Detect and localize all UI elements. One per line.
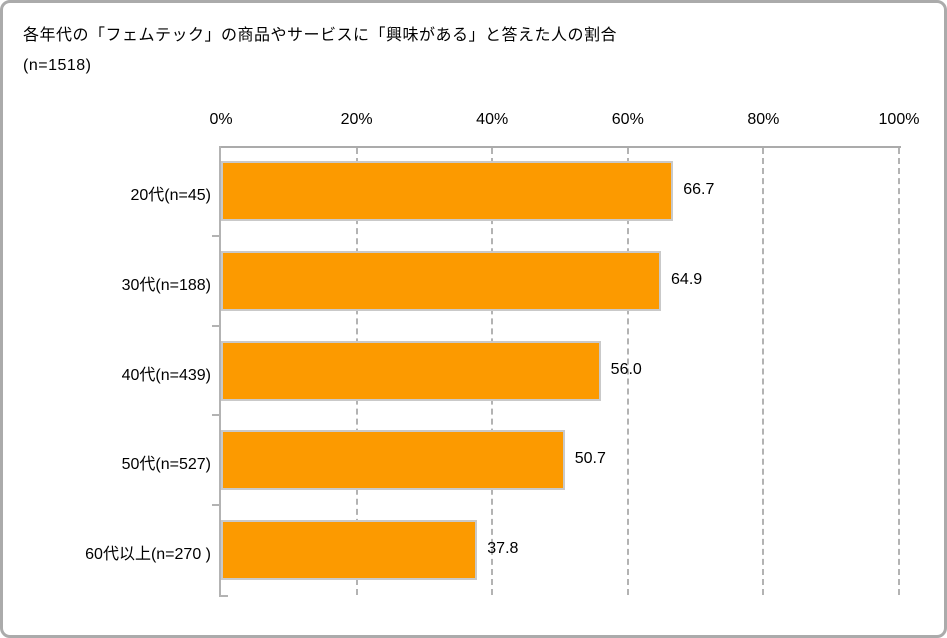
gridline [626,148,629,595]
category-label: 50代(n=527) [121,456,211,474]
bar-value-label: 37.8 [487,540,519,558]
y-axis-tick [212,234,219,237]
y-axis-bottom-tick [221,595,228,597]
x-axis-tick-label: 40% [476,111,509,128]
x-axis-tick-label: 20% [340,111,373,128]
y-axis-tick [212,414,219,417]
bar-value-label: 56.0 [610,360,642,378]
category-label: 30代(n=188) [121,276,211,294]
category-label: 20代(n=45) [130,186,212,204]
y-axis-line [219,146,221,597]
x-axis-tick-label: 80% [747,111,780,128]
y-axis-tick [212,324,219,327]
bar [221,160,674,221]
gridline [898,148,900,595]
x-axis-line [219,146,901,148]
category-label: 60代以上(n=270 ) [85,546,211,564]
chart-subtitle: (n=1518) [23,57,92,74]
bar-value-label: 64.9 [671,270,703,288]
y-axis-tick [212,504,219,507]
x-axis-tick-label: 100% [878,111,920,128]
bar [221,430,565,491]
gridline [762,148,765,595]
bar [221,520,478,581]
x-axis-tick-label: 0% [209,111,233,128]
bar-chart: 0% 20% 40% 60% 80% 100% 66.7 20代(n=45) 64.9 30代(n… [3,3,944,635]
bar-value-label: 50.7 [574,450,606,468]
x-axis-tick-label: 60% [611,111,644,128]
bar-value-label: 66.7 [683,180,715,198]
bar [221,250,662,311]
chart-title: 各年代の「フェムテック」の商品やサービスに「興味がある」と答えた人の割合 [23,27,618,44]
bar [221,340,601,401]
category-label: 40代(n=439) [121,366,211,384]
chart-title-block: 各年代の「フェムテック」の商品やサービスに「興味がある」と答えた人の割合 (n=… [23,21,617,81]
